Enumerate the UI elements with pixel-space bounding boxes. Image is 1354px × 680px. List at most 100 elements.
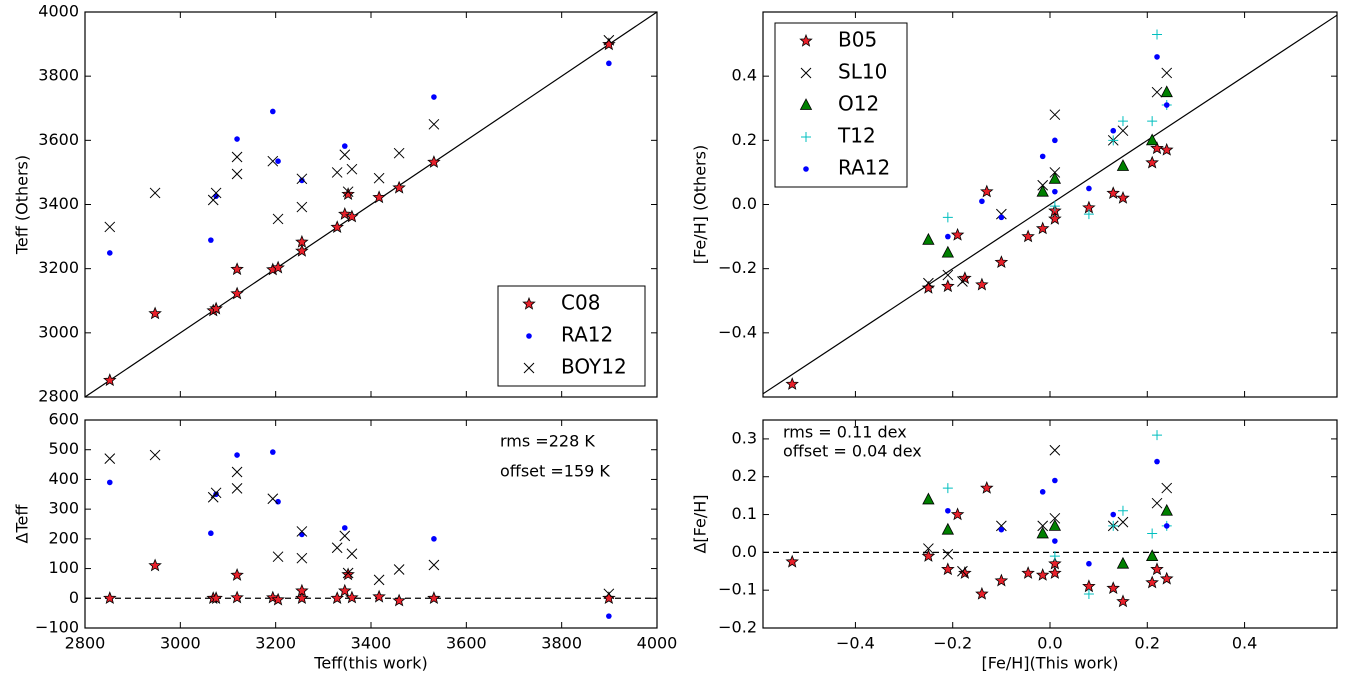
triangle (922, 232, 935, 245)
plus (1147, 528, 1158, 539)
marker-x (267, 493, 279, 505)
dot (208, 530, 214, 537)
y-tick-label: 500 (48, 439, 79, 458)
triangle (1160, 85, 1173, 98)
cross (331, 167, 343, 178)
marker-x (210, 187, 222, 199)
cross (231, 482, 243, 494)
marker-star (602, 37, 616, 51)
marker-x (1049, 512, 1061, 524)
marker-star (295, 234, 309, 248)
dot (1052, 188, 1058, 195)
dot (945, 233, 951, 240)
marker-plus (1083, 588, 1094, 599)
marker-x (231, 466, 243, 478)
marker-x (1117, 516, 1129, 528)
marker-x (296, 552, 308, 564)
marker-star (980, 481, 994, 494)
marker-star (341, 187, 355, 200)
plus (1152, 430, 1163, 441)
marker-triangle (1145, 133, 1159, 146)
marker-dot (275, 158, 281, 164)
plus (1117, 505, 1128, 516)
marker-dot (979, 198, 985, 205)
star (103, 373, 117, 387)
marker-star (994, 573, 1009, 587)
dot (998, 526, 1005, 533)
star (295, 243, 309, 257)
y-tick-label: 0.2 (732, 130, 757, 149)
marker-dot (803, 166, 809, 172)
star (980, 481, 994, 494)
star (148, 558, 162, 572)
plus (942, 483, 953, 494)
marker-star (785, 377, 799, 390)
marker-dot (270, 449, 276, 455)
marker-x (346, 548, 358, 560)
marker-x (373, 172, 385, 184)
plus (801, 132, 811, 142)
plus (1152, 29, 1163, 40)
dot (1110, 511, 1117, 518)
marker-star (148, 558, 162, 572)
cross (272, 213, 284, 225)
dot (208, 237, 214, 243)
cross (428, 118, 440, 130)
triangle (799, 98, 813, 110)
marker-x (272, 551, 284, 563)
marker-star (602, 591, 616, 604)
cross (104, 453, 116, 464)
marker-star (799, 33, 813, 47)
dot (213, 193, 219, 199)
star (1048, 566, 1062, 579)
cross (342, 567, 354, 579)
marker-x (393, 147, 405, 159)
star (1048, 211, 1062, 225)
marker-star (392, 180, 406, 194)
marker-star (1048, 566, 1062, 579)
marker-triangle (1048, 519, 1062, 531)
marker-dot (270, 108, 276, 115)
marker-x (996, 208, 1007, 220)
cross (428, 559, 440, 571)
marker-plus (1049, 551, 1060, 562)
star (1159, 142, 1174, 156)
marker-star (941, 279, 955, 293)
star (1159, 571, 1174, 585)
star (941, 562, 955, 576)
marker-plus (801, 132, 811, 142)
marker-dot (431, 536, 437, 542)
plus (1108, 520, 1119, 531)
x-tick-label: −0.4 (836, 634, 875, 653)
marker-dot (945, 507, 951, 514)
star (338, 583, 352, 597)
triangle (1116, 159, 1130, 171)
marker-star (958, 271, 972, 284)
marker-star (230, 568, 244, 581)
marker-triangle (1116, 159, 1130, 171)
marker-x (1049, 109, 1061, 121)
marker-dot (341, 143, 348, 149)
star (1116, 594, 1130, 608)
marker-star (392, 593, 406, 607)
star (338, 206, 352, 220)
marker-dot (213, 193, 219, 199)
star (994, 255, 1009, 268)
cross (1049, 512, 1061, 524)
y-tick-label: 200 (48, 528, 79, 547)
cross (339, 530, 351, 542)
marker-x (428, 559, 440, 571)
cross (210, 487, 222, 499)
marker-dot (1039, 153, 1046, 160)
marker-x (210, 487, 222, 499)
star (209, 301, 223, 315)
star (271, 260, 285, 274)
marker-star (330, 591, 344, 604)
dot (299, 177, 305, 184)
cross (346, 163, 358, 175)
x-tick-label: 4000 (637, 634, 678, 653)
y-tick-label: 300 (48, 499, 79, 518)
cross (331, 542, 343, 554)
dot (1086, 185, 1092, 192)
cross (1117, 125, 1129, 137)
